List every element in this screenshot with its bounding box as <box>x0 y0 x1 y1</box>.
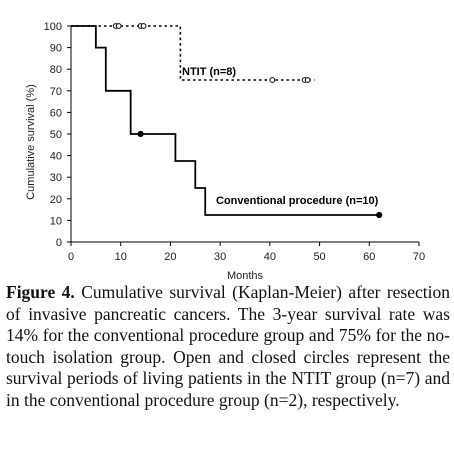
x-tick-label: 30 <box>214 251 226 263</box>
censor-mark-open <box>269 77 276 83</box>
series-layer <box>71 23 383 219</box>
x-tick-label: 40 <box>264 251 276 263</box>
axes <box>67 25 420 246</box>
y-tick-label: 10 <box>50 215 62 227</box>
x-tick-label: 10 <box>115 251 127 263</box>
censor-mark-open <box>140 23 147 29</box>
y-tick-label: 20 <box>50 194 62 206</box>
y-tick-label: 90 <box>50 43 62 55</box>
y-tick-label: 70 <box>50 86 62 98</box>
censor-mark-open <box>115 23 122 29</box>
x-tick-label: 50 <box>313 251 325 263</box>
y-tick-label: 30 <box>50 172 62 184</box>
km-survival-chart: 0 10 20 30 40 50 60 70 80 90 100 0 10 20 30 40 50 60 70 Mo… <box>25 21 425 282</box>
y-tick-label: 80 <box>50 64 62 76</box>
x-tick-label: 70 <box>413 251 425 263</box>
series-line-1 <box>71 25 380 216</box>
series-1 <box>71 25 383 219</box>
censor-mark-closed <box>376 211 383 219</box>
y-tick-label: 100 <box>44 21 62 33</box>
y-tick-label: 0 <box>56 237 62 249</box>
caption-text: Cumulative survival (Kaplan-Meier) after… <box>6 282 451 410</box>
figure-caption: Figure 4. Cumulative survival (Kaplan-Me… <box>6 282 450 412</box>
series-label-conventional: Conventional procedure (n=10) <box>216 195 379 207</box>
censor-mark-closed <box>137 130 144 138</box>
figure-label: Figure 4. <box>6 282 75 302</box>
x-axis-title: Months <box>227 270 264 282</box>
series-0 <box>71 23 315 83</box>
x-tick-label: 0 <box>68 251 74 263</box>
y-tick-label: 60 <box>50 107 62 119</box>
y-tick-label: 40 <box>50 151 62 163</box>
series-label-ntit: NTIT (n=8) <box>182 66 236 78</box>
y-tick-label: 50 <box>50 129 62 141</box>
y-axis-title: Cumulative survival (%) <box>25 84 37 200</box>
censor-mark-open <box>304 77 311 83</box>
x-tick-label: 60 <box>363 251 375 263</box>
x-tick-label: 20 <box>164 251 176 263</box>
tick-labels: 0 10 20 30 40 50 60 70 80 90 100 0 10 20 30 40 50 60 70 <box>44 21 425 263</box>
